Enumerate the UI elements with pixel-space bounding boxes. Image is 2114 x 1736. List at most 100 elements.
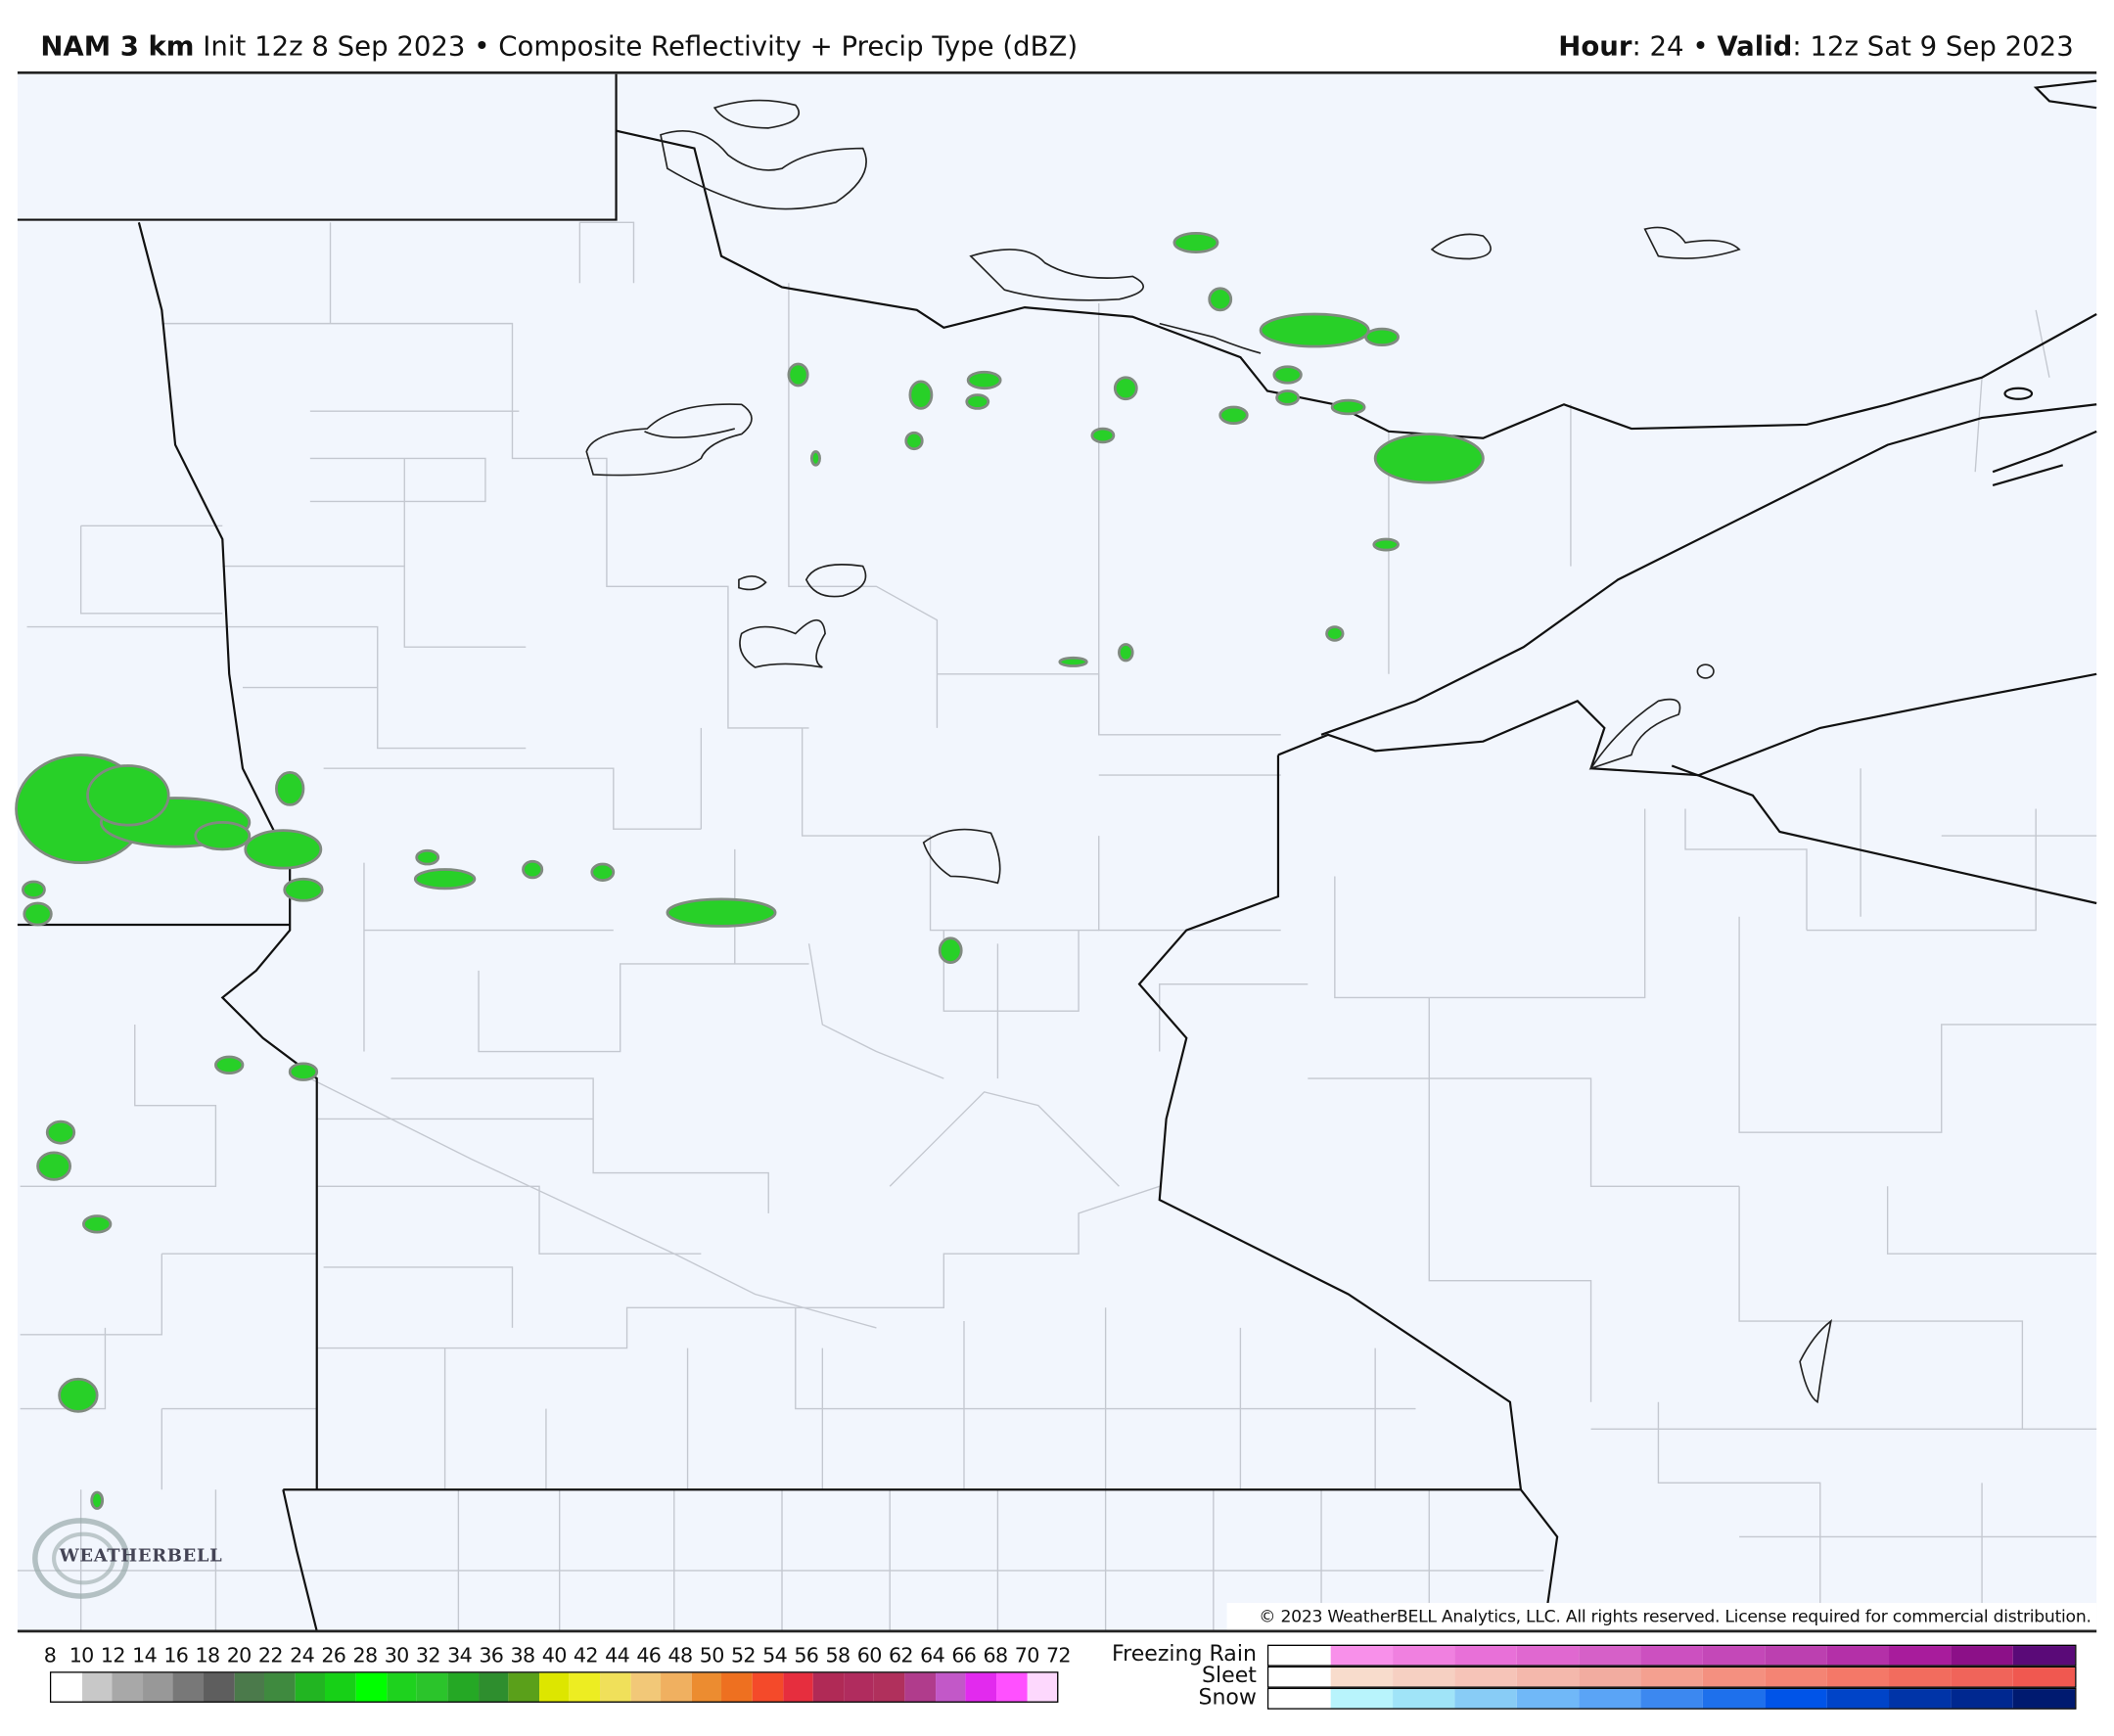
rainy-river-border (616, 129, 2097, 439)
color-swatch (1579, 1646, 1641, 1666)
color-swatch (1268, 1646, 1331, 1666)
precip-echo (522, 859, 544, 880)
valid-value: : 12z Sat 9 Sep 2023 (1792, 29, 2074, 63)
color-swatch (1889, 1646, 1952, 1666)
reflectivity-label: 42 (573, 1643, 599, 1668)
svg-text:WEATHERBELL: WEATHERBELL (59, 1545, 223, 1566)
color-swatch (417, 1672, 448, 1702)
color-swatch (1516, 1667, 1580, 1687)
freezing-rain-color-scale (1266, 1644, 2077, 1667)
color-swatch (1640, 1646, 1703, 1666)
precip-echo (90, 1490, 105, 1510)
reflectivity-label: 8 (43, 1643, 57, 1668)
color-swatch (1702, 1689, 1766, 1709)
copyright-notice: © 2023 WeatherBELL Analytics, LLC. All r… (1226, 1602, 2097, 1630)
color-swatch (1951, 1689, 2013, 1709)
lakes (585, 99, 1833, 1404)
map-bottom-border (17, 1629, 2097, 1633)
color-swatch (599, 1672, 631, 1702)
reflectivity-label: 58 (825, 1643, 851, 1668)
reflectivity-label: 26 (321, 1643, 346, 1668)
sleet-label: Sleet (1202, 1662, 1257, 1688)
color-swatch (995, 1672, 1028, 1702)
precip-echo (1208, 287, 1233, 312)
precip-echo (86, 764, 170, 827)
color-swatch (172, 1672, 205, 1702)
color-swatch (1027, 1672, 1058, 1702)
reflectivity-label: 52 (730, 1643, 757, 1668)
sd-ia-border (282, 1489, 318, 1632)
color-swatch (904, 1672, 936, 1702)
init-time: Init 12z 8 Sep 2023 (203, 29, 466, 63)
color-swatch (234, 1672, 265, 1702)
valid-label: Valid (1717, 29, 1793, 63)
precip-echo (194, 820, 252, 851)
reflectivity-label: 14 (132, 1643, 158, 1668)
color-swatch (752, 1672, 783, 1702)
reflectivity-label: 40 (541, 1643, 568, 1668)
color-swatch (325, 1672, 356, 1702)
color-swatch (81, 1672, 113, 1702)
wi-mi-border (1671, 764, 2097, 905)
color-swatch (1454, 1646, 1517, 1666)
reflectivity-label: 70 (1014, 1643, 1040, 1668)
reflectivity-label: 66 (951, 1643, 977, 1668)
color-swatch (1765, 1646, 1827, 1666)
color-swatch (874, 1672, 905, 1702)
color-swatch (264, 1672, 296, 1702)
reflectivity-label: 22 (257, 1643, 284, 1668)
precip-echo (58, 1377, 99, 1413)
lake-winnibigoshish (804, 564, 867, 598)
color-swatch (1765, 1689, 1827, 1709)
reflectivity-label: 64 (920, 1643, 945, 1668)
canada-border (17, 73, 618, 221)
color-swatch (2012, 1689, 2076, 1709)
red-lake (585, 403, 753, 477)
reflectivity-label: 46 (636, 1643, 662, 1668)
color-swatch (844, 1672, 875, 1702)
precip-echo (275, 770, 305, 806)
reflectivity-label: 36 (479, 1643, 504, 1668)
county-lines (17, 221, 2097, 1631)
color-swatch (935, 1672, 966, 1702)
sleet-color-scale (1266, 1666, 2077, 1688)
color-swatch (569, 1672, 600, 1702)
color-swatch (2012, 1646, 2076, 1666)
precip-echo (283, 877, 324, 902)
reflectivity-label: 38 (510, 1643, 536, 1668)
precip-echo (23, 901, 53, 927)
color-swatch (1393, 1646, 1455, 1666)
reflectivity-label: 12 (100, 1643, 126, 1668)
leech-lake (739, 618, 826, 668)
color-swatch (1826, 1646, 1890, 1666)
precip-echo (288, 1062, 319, 1081)
valid-time: Hour: 24 • Valid: 12z Sat 9 Sep 2023 (1558, 29, 2073, 62)
precip-echo (1058, 656, 1088, 667)
color-swatch (721, 1672, 753, 1702)
color-swatch (1454, 1667, 1517, 1687)
precipitation-echoes (15, 231, 1485, 1510)
precip-echo (1218, 405, 1249, 425)
precip-echo (36, 1151, 72, 1181)
color-swatch (1516, 1646, 1580, 1666)
precip-echo (22, 880, 46, 899)
reflectivity-label: 18 (195, 1643, 221, 1668)
precip-echo (1118, 643, 1134, 662)
color-swatch (295, 1672, 326, 1702)
reflectivity-label: 72 (1045, 1643, 1072, 1668)
precip-echo (214, 1055, 245, 1074)
mille-lacs (922, 828, 1001, 885)
reflectivity-label: 50 (699, 1643, 725, 1668)
color-swatch (1330, 1667, 1394, 1687)
mn-wi-border (1137, 754, 1559, 1632)
color-swatch (1702, 1667, 1766, 1687)
precip-echo (244, 829, 323, 870)
color-swatch (538, 1672, 570, 1702)
color-swatch (1579, 1667, 1641, 1687)
reflectivity-label: 56 (794, 1643, 819, 1668)
color-swatch (51, 1672, 82, 1702)
color-swatch (630, 1672, 662, 1702)
weatherbell-logo: WEATHERBELL (32, 1518, 223, 1599)
color-swatch (1640, 1689, 1703, 1709)
